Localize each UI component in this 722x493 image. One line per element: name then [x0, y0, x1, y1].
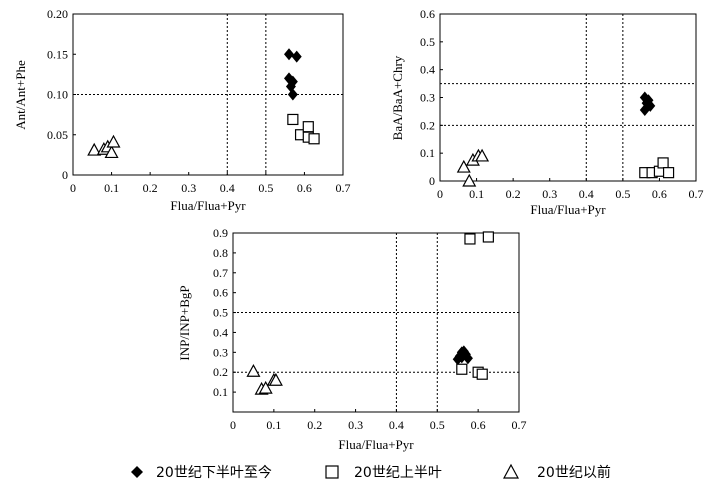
- x-tick-label: 0.5: [430, 418, 445, 432]
- y-tick-label: 0.15: [47, 47, 68, 61]
- x-tick-label: 0.1: [266, 418, 281, 432]
- legend-label-square: 20世纪上半叶: [354, 465, 442, 481]
- point-square: [657, 157, 669, 169]
- legend-label-triangle: 20世纪以前: [537, 464, 611, 481]
- legend-diamond-marker: [131, 466, 143, 478]
- x-axis-label: Flua/Flua+Pyr: [170, 198, 246, 213]
- point-triangle: [246, 363, 261, 377]
- x-tick-label: 0: [230, 418, 236, 432]
- x-tick-label: 0.7: [689, 187, 704, 201]
- x-tick-label: 0.5: [615, 187, 630, 201]
- y-tick-label: 0.3: [420, 91, 435, 105]
- point-triangle: [106, 134, 121, 148]
- y-axis-label: BaA/BaA+Chry: [390, 55, 405, 140]
- x-tick-label: 0.4: [220, 181, 235, 195]
- legend-item-triangle: 20世纪以前: [502, 463, 611, 481]
- point-triangle: [456, 159, 471, 173]
- legend-item-diamond: 20世纪下半叶至今: [131, 465, 272, 481]
- point-diamond: [462, 352, 473, 365]
- plot-frame: [232, 232, 520, 413]
- legend-label-diamond: 20世纪下半叶至今: [156, 465, 272, 481]
- point-triangle: [268, 372, 283, 386]
- legend-triangle-marker: [502, 463, 520, 479]
- x-tick-label: 0.4: [389, 418, 404, 432]
- chart-ant-ant-phe: 0 0.1 0.2 0.3 0.4 0.5 0.6 0.7 0 0.05 0.10 0.15 0.20 F…: [13, 7, 351, 213]
- y-tick-label: 0.4: [420, 63, 435, 77]
- point-diamond: [284, 48, 294, 61]
- point-triangle: [104, 145, 119, 159]
- y-tick-label: 0.6: [213, 286, 228, 300]
- y-tick-label: 0.3: [213, 345, 228, 359]
- point-square: [456, 363, 468, 375]
- point-square: [662, 167, 675, 179]
- x-tick-label: 0.2: [506, 187, 521, 201]
- legend-square-marker: [325, 465, 339, 479]
- y-tick-label: 0: [429, 174, 435, 188]
- x-tick-label: 0.6: [652, 187, 667, 201]
- y-tick-label: 0.5: [213, 306, 228, 320]
- x-tick-label: 0.1: [104, 181, 119, 195]
- y-tick-label: 0.10: [47, 88, 68, 102]
- point-diamond: [287, 88, 298, 101]
- point-square: [302, 121, 314, 133]
- point-square: [287, 113, 299, 126]
- x-tick-label: 0.3: [181, 181, 196, 195]
- point-square: [482, 231, 494, 243]
- point-square: [476, 368, 488, 380]
- legend: 20世纪下半叶至今 20世纪上半叶 20世纪以前: [131, 463, 611, 481]
- x-tick-label: 0.4: [579, 187, 594, 201]
- y-axis-label: INP/INP+BgP: [177, 285, 192, 360]
- y-axis-label: Ant/Ant+Phe: [13, 60, 28, 130]
- y-tick-label: 0.4: [213, 325, 228, 339]
- x-tick-label: 0.2: [307, 418, 322, 432]
- point-triangle: [87, 142, 102, 156]
- y-tick-label: 0.2: [420, 118, 435, 132]
- x-tick-label: 0.7: [512, 418, 527, 432]
- x-axis-label: Flua/Flua+Pyr: [338, 437, 414, 452]
- point-square: [308, 133, 320, 145]
- x-tick-label: 0.3: [542, 187, 557, 201]
- point-diamond: [456, 351, 467, 364]
- y-tick-label: 0.6: [420, 7, 435, 21]
- x-tick-label: 0.6: [471, 418, 486, 432]
- x-tick-label: 0.6: [297, 181, 312, 195]
- y-tick-label: 0.7: [213, 266, 228, 280]
- legend-item-square: 20世纪上半叶: [325, 465, 442, 481]
- point-diamond: [291, 50, 302, 63]
- x-tick-label: 0.1: [469, 187, 484, 201]
- point-diamond: [639, 104, 650, 117]
- x-tick-label: 0.7: [336, 181, 351, 195]
- x-tick-label: 0.3: [348, 418, 363, 432]
- y-tick-label: 0.20: [47, 7, 68, 21]
- y-tick-label: 0.8: [213, 246, 228, 260]
- point-square: [464, 233, 476, 245]
- chart-baa-baa-chry: 0 0.1 0.2 0.3 0.4 0.5 0.6 0.7 0 0.1 0.2 0.3 0.4 0.5 0.…: [390, 7, 704, 217]
- y-tick-label: 0: [62, 168, 68, 182]
- y-tick-label: 0.9: [213, 226, 228, 240]
- x-axis-label: Flua/Flua+Pyr: [530, 202, 606, 217]
- y-tick-label: 0.1: [420, 146, 435, 160]
- chart-inp-inp-bgp: 0 0.1 0.2 0.3 0.4 0.5 0.6 0.7 0.1 0.2 0.3 0.4 0.5 0.6…: [177, 226, 527, 452]
- x-tick-label: 0.2: [143, 181, 158, 195]
- point-triangle: [462, 173, 477, 187]
- point-triangle: [475, 148, 490, 162]
- y-tick-label: 0.05: [47, 128, 68, 142]
- point-triangle: [258, 380, 273, 394]
- y-tick-label: 0.2: [213, 365, 228, 379]
- y-tick-label: 0.5: [420, 35, 435, 49]
- x-tick-label: 0: [437, 187, 443, 201]
- x-tick-label: 0: [70, 181, 76, 195]
- x-tick-label: 0.5: [258, 181, 273, 195]
- y-tick-label: 0.1: [213, 385, 228, 399]
